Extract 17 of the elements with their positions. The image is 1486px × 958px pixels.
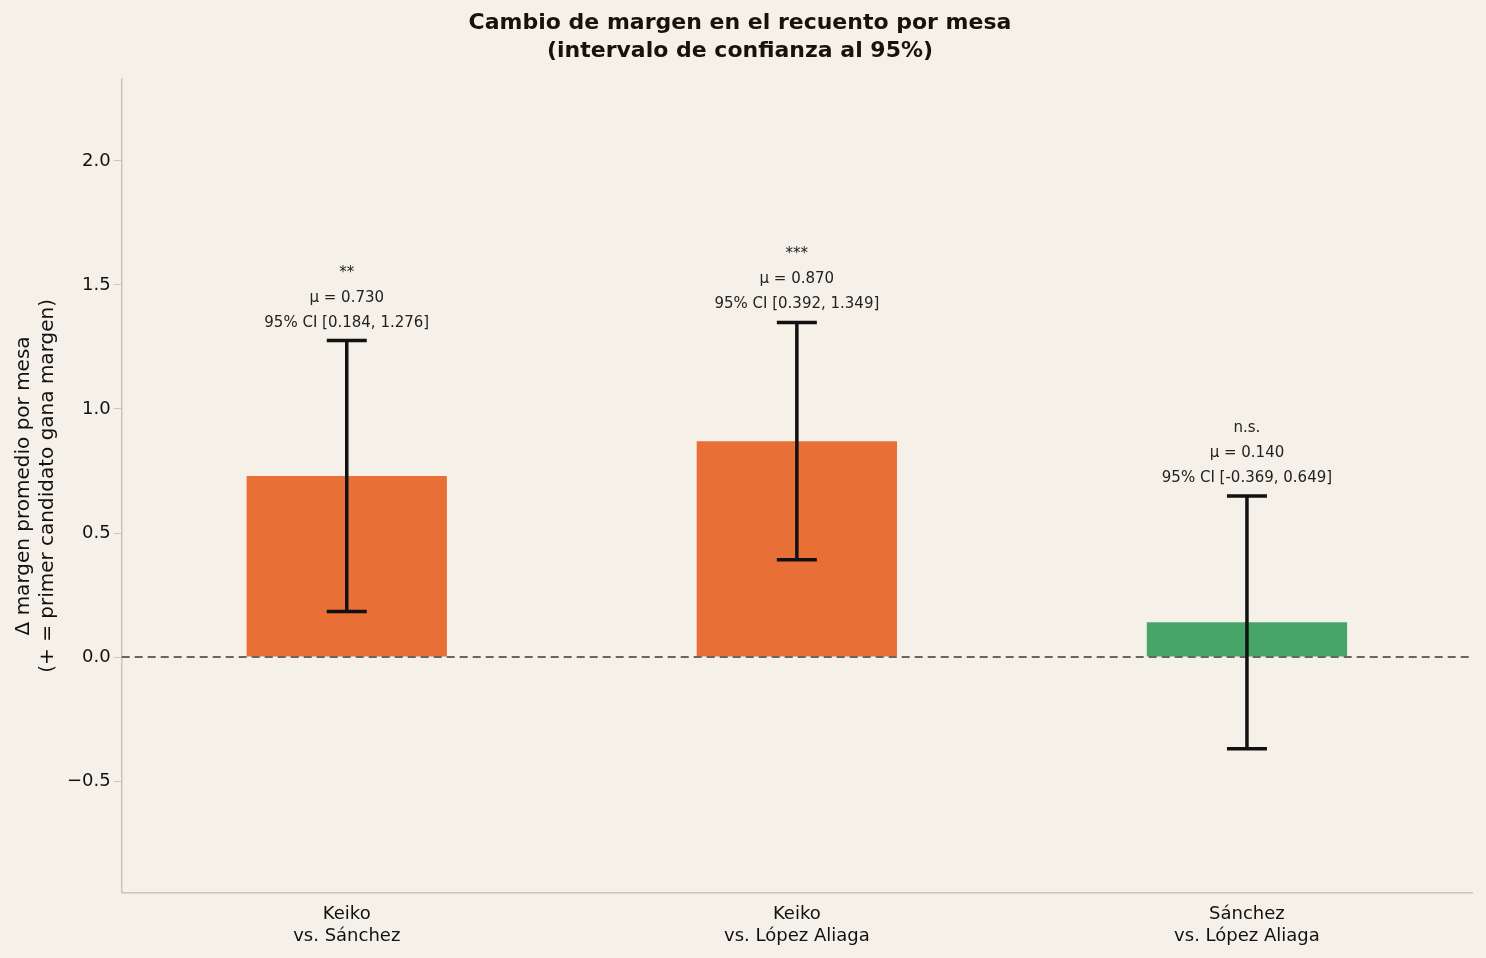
y-tick-label: 1.5 bbox=[82, 272, 111, 294]
y-axis-title: Δ margen promedio por mesa (+ = primer candidato gana margen) bbox=[10, 299, 59, 673]
y-tick-label: −0.5 bbox=[66, 768, 111, 790]
x-tick-label: Keiko vs. López Aliaga bbox=[724, 902, 870, 945]
annotation: n.s. μ = 0.140 95% CI [-0.369, 0.649] bbox=[1161, 418, 1333, 487]
annotation: *** μ = 0.870 95% CI [0.392, 1.349] bbox=[714, 244, 880, 313]
x-tick-label: Keiko vs. Sánchez bbox=[293, 902, 401, 945]
bar bbox=[246, 475, 447, 657]
x-tick-label: Sánchez vs. López Aliaga bbox=[1174, 902, 1320, 945]
y-tick-label: 1.0 bbox=[82, 396, 111, 418]
y-tick-label: 0.5 bbox=[82, 520, 111, 542]
annotation: ** μ = 0.730 95% CI [0.184, 1.276] bbox=[264, 262, 430, 331]
y-tick-label: 0.0 bbox=[82, 644, 111, 666]
bar bbox=[696, 441, 897, 657]
chart-title: Cambio de margen en el recuento por mesa (intervalo de confianza al 95%) bbox=[468, 9, 1012, 62]
y-tick-label: 2.0 bbox=[82, 148, 111, 170]
bar bbox=[1146, 622, 1348, 657]
